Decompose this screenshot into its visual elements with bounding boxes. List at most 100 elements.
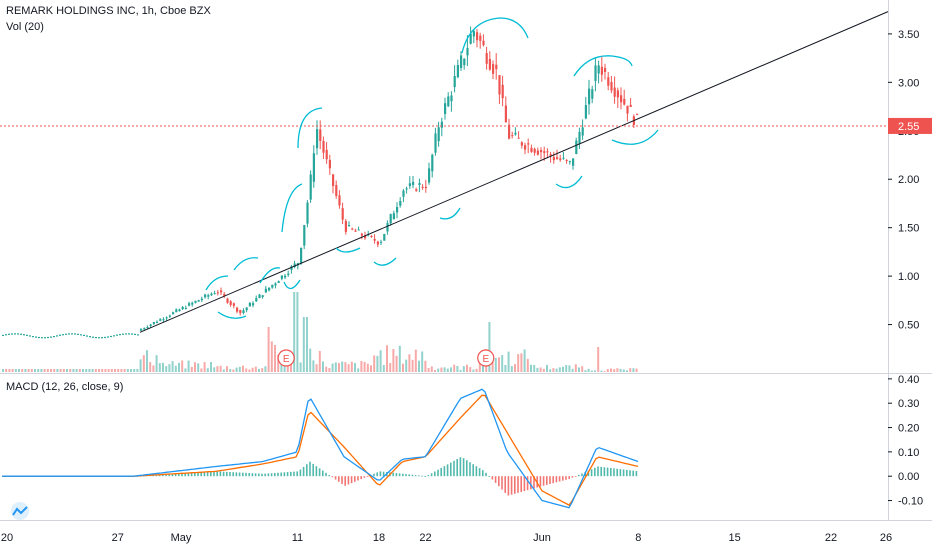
macd-histogram-bar <box>405 474 407 477</box>
volume-bar <box>216 366 219 372</box>
annotation-arc <box>555 175 583 189</box>
macd-histogram-bar <box>610 467 612 477</box>
candle <box>122 333 124 335</box>
volume-bar <box>437 368 440 372</box>
candle <box>11 333 13 335</box>
macd-histogram-bar <box>357 476 359 481</box>
volume-bar <box>443 367 446 372</box>
macd-histogram-bar <box>434 471 436 477</box>
macd-histogram-bar <box>632 470 634 477</box>
macd-tick-label: -0.10 <box>898 496 923 508</box>
volume-bar <box>5 369 8 372</box>
volume-bar <box>254 366 257 372</box>
candle-body <box>242 310 245 313</box>
macd-histogram-bar <box>229 472 231 477</box>
annotation-arc <box>281 183 303 233</box>
volume-bar <box>34 369 36 372</box>
candle <box>80 334 82 336</box>
candle-body <box>165 317 168 319</box>
macd-histogram-bar <box>414 475 417 477</box>
candle-body <box>316 129 319 149</box>
candle-body <box>636 113 639 115</box>
volume-bar <box>382 364 385 372</box>
candle-body <box>466 47 469 56</box>
volume-bar <box>632 368 635 372</box>
macd-histogram-bar <box>453 460 455 477</box>
candle-body <box>175 309 178 312</box>
candle <box>71 333 73 335</box>
macd-histogram-bar <box>251 473 254 477</box>
volume-bar <box>590 370 593 372</box>
candle-body <box>514 132 517 135</box>
candle-body <box>178 309 181 312</box>
candle-body <box>578 131 581 144</box>
macd-histogram-bar <box>293 471 295 477</box>
candle-body <box>348 225 351 227</box>
volume-bar <box>597 347 600 372</box>
macd-histogram-bar <box>398 473 401 477</box>
volume-bar <box>110 369 113 372</box>
macd-histogram-bar <box>274 472 276 477</box>
macd-histogram-bar <box>565 476 567 480</box>
candle-body <box>223 293 226 297</box>
macd-histogram-bar <box>162 474 164 477</box>
candle <box>23 334 25 336</box>
macd-histogram-bar <box>235 472 238 477</box>
candle-body <box>146 327 149 329</box>
candle-body <box>287 273 290 275</box>
candle-body <box>373 238 376 241</box>
volume-bar <box>94 369 97 372</box>
volume-bar <box>549 369 552 372</box>
time-tick-label: 26 <box>880 532 892 544</box>
candle <box>134 333 136 336</box>
macd-histogram-bar <box>309 461 311 477</box>
candle-body <box>501 84 504 99</box>
candle-body <box>607 77 610 86</box>
macd-histogram-bar <box>603 467 606 477</box>
volume-bar <box>104 369 107 372</box>
candle <box>44 337 46 339</box>
volume-bar <box>181 360 184 372</box>
volume-bar <box>629 368 632 372</box>
volume-bar <box>8 369 11 372</box>
volume-bar <box>434 370 436 372</box>
candle-body <box>376 241 379 245</box>
volume-bar <box>59 369 62 372</box>
candle-body <box>338 195 341 206</box>
macd-histogram-bar <box>590 469 593 477</box>
premarket-series <box>2 333 139 339</box>
annotation-arc <box>439 207 461 220</box>
volume-bar <box>354 362 356 372</box>
macd-label: MACD (12, 26, close, 9) <box>6 381 124 393</box>
volume-bar <box>72 369 75 372</box>
candle-body <box>450 95 453 102</box>
volume-bar <box>117 369 120 372</box>
volume-bar <box>350 361 353 372</box>
candle-body <box>408 183 411 187</box>
candle-body <box>152 322 155 324</box>
volume-bar <box>293 292 296 372</box>
macd-histogram-bar <box>501 476 503 490</box>
volume-bar <box>101 369 104 372</box>
volume-bar <box>274 344 276 372</box>
macd-histogram-bar <box>629 470 631 477</box>
macd-histogram-bar <box>277 472 279 477</box>
macd-histogram-bar <box>379 471 382 477</box>
macd-histogram-bar <box>232 472 234 477</box>
volume-bar <box>587 368 590 372</box>
annotation-arc <box>233 257 259 271</box>
macd-histogram-bar <box>184 473 186 477</box>
macd-histogram-bar <box>366 476 369 477</box>
macd-histogram-bar <box>427 475 430 477</box>
volume-bar <box>571 368 574 372</box>
trendline <box>139 11 889 333</box>
candle-body <box>213 293 216 295</box>
volume-bar <box>405 359 408 372</box>
candle-body <box>456 64 459 78</box>
volume-bar <box>514 364 516 372</box>
macd-histogram-bar <box>219 471 222 477</box>
volume-bar <box>238 366 241 372</box>
candle-body <box>392 213 395 220</box>
candle-body <box>424 186 427 189</box>
